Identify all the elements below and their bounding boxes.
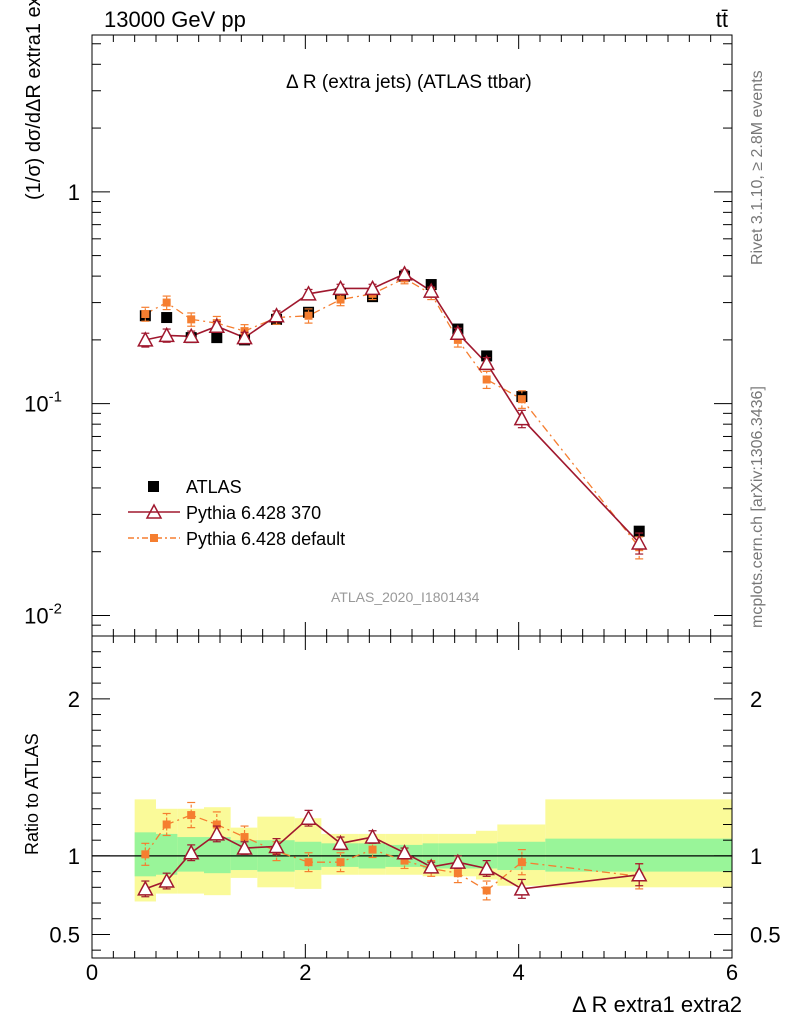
main-series (137, 265, 648, 560)
ratio-point-pythia370 (137, 880, 154, 896)
point-pythia370 (182, 327, 200, 344)
main-y-axis-label: (1/σ) dσ/dΔR extra1 extra2 (23, 0, 45, 200)
main-y-tick-label: 10-2 (24, 600, 62, 628)
ratio-y-tick-label-right: 0.5 (750, 922, 781, 947)
main-panel: 10-2 10-1 1 (24, 34, 733, 637)
ratio-y-label: Ratio to ATLAS (22, 733, 42, 855)
point-atlas (633, 525, 645, 537)
point-pythia370 (137, 331, 154, 347)
ratio-y-tick-label: 0.5 (49, 922, 80, 947)
ratio-point-pythia370 (513, 880, 531, 896)
header-energy: 13000 GeV pp (104, 7, 246, 32)
legend-marker-pythia-default (150, 534, 158, 542)
ratio-point-pythia-default (400, 856, 409, 865)
x-tick-label: 6 (726, 960, 738, 985)
x-tick-label: 0 (86, 960, 98, 985)
point-pythia370 (396, 265, 413, 281)
x-tick-label: 4 (513, 960, 525, 985)
point-pythia370 (268, 307, 285, 323)
ratio-y-tick-label: 1 (68, 844, 80, 869)
ratio-point-pythia-default (517, 858, 526, 867)
point-pythia370 (513, 410, 531, 426)
legend-label-pythia-default: Pythia 6.428 default (186, 529, 345, 549)
main-y-tick-exponent: -1 (49, 389, 62, 406)
x-axis-label: Δ R extra1 extra2 (572, 992, 742, 1017)
main-y-label-text: (1/σ) dσ/dΔR extra1 extra2 (23, 0, 45, 200)
point-pythia370 (630, 534, 648, 550)
point-pythia370 (158, 326, 175, 343)
analysis-id: ATLAS_2020_I1801434 (331, 589, 480, 605)
ratio-series (137, 801, 648, 901)
ratio-point-pythia370 (478, 859, 495, 876)
point-pythia-default (162, 298, 171, 307)
point-pythia-default (187, 315, 196, 324)
ratio-point-pythia-default (240, 833, 249, 842)
plot-title: Δ R (extra jets) (ATLAS ttbar) (286, 72, 532, 93)
point-pythia370 (478, 354, 495, 371)
ratio-frame (91, 635, 733, 959)
legend-label-pythia370: Pythia 6.428 370 (186, 503, 321, 523)
main-y-tick-exponent: -2 (49, 600, 62, 617)
legend-marker-pythia370 (145, 503, 163, 519)
point-pythia-default (336, 295, 345, 304)
ratio-bands (134, 799, 732, 902)
mcplots-label: mcplots.cern.ch [arXiv:1306.3436] (749, 386, 766, 628)
ratio-point-pythia-default (453, 869, 462, 878)
ratio-band-inner (156, 833, 178, 875)
ratio-point-pythia-default (187, 811, 196, 820)
ratio-y-tick-label-right: 1 (750, 844, 762, 869)
ratio-point-pythia370 (300, 809, 317, 825)
point-pythia370 (364, 279, 381, 296)
point-pythia370 (449, 324, 467, 340)
point-pythia-default (141, 309, 150, 318)
main-y-tick-label: 1 (68, 180, 80, 205)
ratio-point-pythia370 (236, 839, 253, 855)
ratio-band-inner (204, 837, 231, 874)
ratio-point-pythia-default (482, 886, 491, 895)
ratio-point-pythia370 (396, 844, 413, 860)
ratio-point-pythia-default (162, 820, 171, 829)
point-pythia370 (422, 282, 440, 298)
main-y-tick-label: 10-1 (24, 389, 62, 417)
ratio-y-tick-label-right: 2 (750, 687, 762, 712)
legend: ATLAS Pythia 6.428 370 Pythia 6.428 defa… (128, 477, 345, 549)
ratio-panel: 0 2 4 6 0.5 0.5 1 1 2 2 (49, 35, 781, 985)
ratio-point-pythia-default (368, 845, 377, 854)
ratio-point-pythia370 (364, 828, 381, 844)
ratio-point-pythia-default (212, 820, 221, 829)
legend-marker-atlas (148, 481, 159, 492)
ratio-point-pythia370 (630, 866, 648, 882)
ratio-point-pythia-default (304, 858, 313, 867)
ratio-point-pythia370 (268, 837, 285, 854)
point-pythia-default (304, 311, 313, 320)
header-process: tt̄ (716, 7, 728, 32)
point-atlas (161, 312, 173, 324)
ratio-point-pythia370 (182, 844, 200, 860)
point-pythia370 (332, 279, 349, 296)
ratio-point-pythia-default (336, 858, 345, 867)
point-pythia-default (482, 375, 491, 384)
ratio-y-tick-label: 2 (68, 687, 80, 712)
ratio-point-pythia370 (158, 872, 175, 888)
rivet-version-label: Rivet 3.1.10, ≥ 2.8M events (749, 70, 766, 265)
ratio-point-pythia370 (332, 834, 349, 851)
point-pythia-default (517, 395, 526, 404)
point-pythia370 (208, 317, 226, 333)
x-tick-label: 2 (299, 960, 311, 985)
point-atlas (211, 332, 223, 344)
ratio-point-pythia370 (449, 853, 467, 869)
legend-label-atlas: ATLAS (186, 477, 242, 497)
point-pythia370 (236, 329, 253, 345)
point-pythia370 (300, 285, 317, 301)
ratio-point-pythia370 (208, 825, 226, 841)
ratio-point-pythia370 (422, 858, 440, 874)
ratio-point-pythia-default (141, 850, 150, 859)
